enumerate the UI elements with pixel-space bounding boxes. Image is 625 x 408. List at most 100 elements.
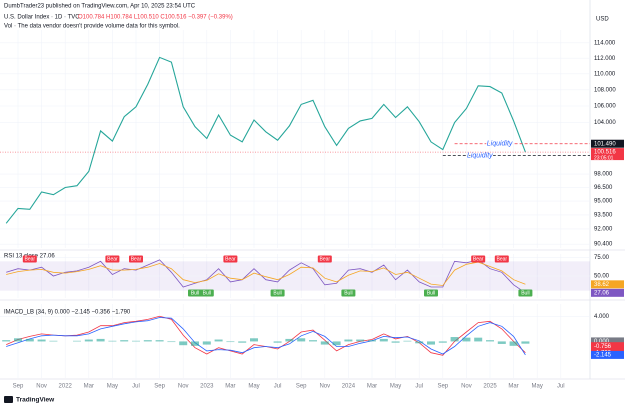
histogram-bar xyxy=(132,340,140,342)
y-tick-label: 114.000 xyxy=(594,40,616,46)
x-tick-label: 2023 xyxy=(200,384,214,390)
signal-tag xyxy=(188,289,202,297)
signal-label: Bear xyxy=(131,256,142,262)
signal-label: Bear xyxy=(497,256,508,262)
x-tick-label: Sep xyxy=(154,384,165,390)
histogram-bar xyxy=(285,338,294,342)
histogram-bar xyxy=(450,337,459,342)
last-price-box xyxy=(591,148,624,161)
histogram-bar xyxy=(509,341,518,346)
histogram-bar xyxy=(391,341,400,343)
y-tick-label: 95.000 xyxy=(594,199,613,205)
level-price-box xyxy=(591,139,624,148)
level-annotation: Liquidity xyxy=(467,152,493,159)
signal-tag xyxy=(424,289,438,297)
indicator-price-box xyxy=(591,280,624,289)
price-line xyxy=(5,56,526,224)
countdown: 23:05:01 xyxy=(594,155,614,161)
indicator-price-box xyxy=(591,342,624,351)
indicator-price: -2.145 xyxy=(594,352,612,358)
x-tick-label: May xyxy=(390,384,401,390)
histogram-bar xyxy=(415,341,424,344)
histogram-bar xyxy=(427,341,435,345)
brand: TradingView xyxy=(16,397,55,404)
histogram-bar xyxy=(438,341,447,343)
histogram-bar xyxy=(309,340,317,342)
y-tick-label: 90.400 xyxy=(594,242,613,248)
indicator-line xyxy=(6,261,526,286)
x-tick-label: 2022 xyxy=(59,384,73,390)
y-tick-label: 110.000 xyxy=(594,71,616,77)
signal-tag xyxy=(471,255,486,263)
histogram-bar xyxy=(84,339,93,342)
x-tick-label: Nov xyxy=(319,384,330,390)
indicator-price-box xyxy=(591,337,624,346)
x-tick-label: Jul xyxy=(415,384,423,390)
level-price: 101.490 xyxy=(594,141,616,147)
y-tick-label: 112.000 xyxy=(594,56,616,62)
histogram-bar xyxy=(49,340,58,342)
signal-tag xyxy=(270,289,285,297)
histogram-bar xyxy=(403,340,412,342)
histogram-bar xyxy=(155,340,164,342)
histogram-bar xyxy=(332,341,341,346)
histogram-bar xyxy=(344,339,353,342)
histogram-bar xyxy=(250,338,258,342)
y-tick-label: 4.000 xyxy=(594,314,610,320)
signal-label: Bear xyxy=(225,256,236,262)
x-tick-label: Mar xyxy=(508,384,518,390)
y-tick-label: 93.500 xyxy=(594,212,613,218)
histogram-bar xyxy=(96,338,105,342)
histogram-bar xyxy=(14,338,22,342)
signal-tag xyxy=(494,255,509,263)
signal-label: Bear xyxy=(320,256,331,262)
y-tick-label: 106.000 xyxy=(594,104,616,110)
indicator-price: 38.62 xyxy=(594,282,610,288)
volume-note: Vol · The data vendor doesn't provide vo… xyxy=(4,24,180,30)
signal-tag xyxy=(223,255,238,263)
histogram-bar xyxy=(2,340,11,342)
x-tick-label: Nov xyxy=(178,384,189,390)
x-tick-label: Sep xyxy=(13,384,24,390)
x-tick-label: Sep xyxy=(296,384,307,390)
signal-label: Bear xyxy=(107,256,118,262)
x-tick-label: May xyxy=(107,384,118,390)
signal-tag xyxy=(341,289,356,297)
histogram-bar xyxy=(214,339,223,342)
histogram-bar xyxy=(73,340,81,342)
histogram-bar xyxy=(297,338,306,342)
histogram-bar xyxy=(462,337,471,342)
signal-tag xyxy=(518,289,533,297)
histogram-bar xyxy=(120,340,129,342)
signal-label: Bull xyxy=(344,290,352,296)
symbol: U.S. Dollar Index · 1D · TVC xyxy=(4,15,80,21)
histogram-bar xyxy=(226,341,235,343)
x-tick-label: Nov xyxy=(461,384,472,390)
x-tick-label: Jul xyxy=(557,384,565,390)
histogram-bar xyxy=(202,341,211,345)
y-tick-label: 104.000 xyxy=(594,120,616,126)
y-tick-label: 75.00 xyxy=(594,255,610,261)
histogram-bar xyxy=(191,341,199,346)
signal-label: Bull xyxy=(521,290,529,296)
histogram-bar xyxy=(379,338,388,342)
x-tick-label: Nov xyxy=(36,384,47,390)
histogram-bar xyxy=(320,341,329,345)
x-tick-label: 2024 xyxy=(342,384,356,390)
indicator-price: -0.756 xyxy=(594,344,612,350)
y-tick-label: 50.00 xyxy=(594,274,610,280)
histogram-bar xyxy=(25,338,34,342)
signal-tag xyxy=(317,255,332,263)
signal-tag xyxy=(105,255,120,263)
level-annotation: Liquidity xyxy=(487,141,513,148)
y-tick-label: 92.000 xyxy=(594,227,613,233)
histogram-bar xyxy=(179,341,188,346)
histogram-bar xyxy=(238,341,247,343)
histogram-bar xyxy=(474,337,483,342)
currency: USD xyxy=(596,17,609,23)
brand-logo xyxy=(4,396,13,403)
x-tick-label: Mar xyxy=(225,384,235,390)
x-tick-label: Mar xyxy=(84,384,94,390)
